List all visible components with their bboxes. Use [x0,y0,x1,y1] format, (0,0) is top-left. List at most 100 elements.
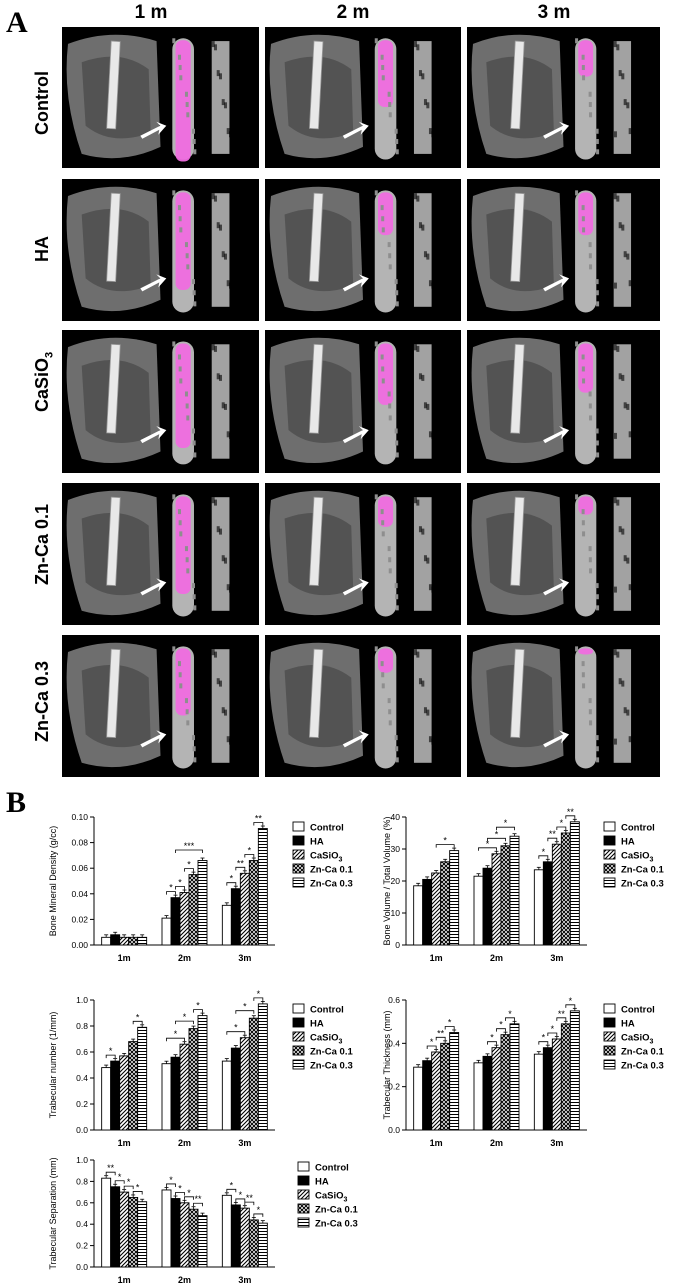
legend-label-casio3: CaSiO3 [621,1033,654,1046]
legend-label-casio3: CaSiO3 [621,851,654,864]
significance-label: * [169,1175,173,1185]
legend-swatch-znca01 [297,1203,310,1214]
bar-ha-3m [230,1204,241,1268]
bar-casio3-1m [431,1051,442,1131]
bar-ha-2m [482,867,493,946]
y-tick-label: 0.6 [76,1047,88,1057]
bar-control-3m [533,1053,544,1131]
significance-bracket [226,882,237,886]
significance-bracket [175,1020,194,1025]
significance-bracket [193,1009,203,1013]
significance-label: * [542,1033,546,1043]
bar-casio3-3m [239,872,250,946]
y-tick-label: 0.0 [76,1125,88,1135]
implant-screw [510,192,525,283]
significance-bracket [166,891,176,895]
significance-label: ** [255,814,263,824]
legend-label-znca03: Zn-Ca 0.3 [621,1061,664,1072]
legend-label-casio3: CaSiO3 [310,1033,343,1046]
significance-label: * [230,1180,234,1190]
bar-znca03-1m [137,936,148,946]
x-tick-label: 3m [550,953,563,963]
significance-label: ** [237,858,245,868]
significance-bracket [123,1185,134,1190]
bar-znca01-1m [440,1042,451,1131]
significance-label: * [490,1033,494,1043]
x-tick-label: 2m [490,953,503,963]
panel-a-letter: A [6,6,28,39]
legend-swatch-znca01 [292,863,305,874]
ct-image-znca01-1m [62,483,259,625]
significance-bracket [547,837,558,842]
significance-bracket [435,1036,446,1041]
bone-column [613,649,632,763]
significance-bracket [496,826,515,831]
arrow-icon [342,121,369,139]
significance-label: * [499,1020,503,1030]
ct-image-ha-2m [265,179,461,321]
significance-bracket [175,886,185,890]
legend-swatch-znca03 [292,1059,305,1070]
bar-ha-1m [110,934,121,946]
legend-swatch-control [297,1161,310,1172]
y-tick-label: 0.08 [71,838,88,848]
significance-bracket [556,826,567,830]
ct-image-ha-1m [62,179,259,321]
ct-image-casio3-3m [467,330,660,473]
bar-znca03-2m [197,1015,208,1131]
legend-swatch-casio3 [603,849,616,860]
significance-label: * [430,1037,434,1047]
bar-znca01-1m [128,1041,139,1131]
bar-control-1m [413,885,424,946]
x-tick-label: 2m [490,1138,503,1148]
implant-screw [510,648,525,739]
bar-control-1m [101,1067,112,1131]
significance-bracket [132,1191,143,1195]
bar-control-3m [221,904,232,946]
y-tick-label: 0.6 [76,1198,88,1208]
significance-bracket [235,1198,246,1202]
significance-label: * [504,818,508,828]
significance-label: ** [246,1193,254,1203]
bar-znca03-2m [197,860,208,946]
arrow-icon [140,730,167,748]
legend-swatch-ha [292,835,305,846]
bar-ha-3m [542,1047,553,1131]
legend-swatch-control [292,1003,305,1014]
significance-bracket [175,1192,185,1196]
significance-bracket [487,1041,497,1045]
arrow-icon [342,426,369,444]
arrow-icon [140,426,167,444]
y-tick-label: 10 [391,908,401,918]
significance-label: * [136,1182,140,1192]
legend-label-znca03: Zn-Ca 0.3 [621,879,664,890]
bone-column [413,497,432,611]
x-tick-label: 2m [178,953,191,963]
significance-label: * [230,874,234,884]
bone-column [413,649,432,763]
significance-label: * [234,1023,238,1033]
bar-znca01-3m [560,832,571,946]
ct-image-znca01-2m [265,483,461,625]
bar-ha-2m [170,1198,181,1268]
significance-label: * [248,846,252,856]
y-axis-label: Bone Mineral Density (g/cc) [48,826,58,937]
arrow-icon [140,578,167,596]
bar-casio3-1m [119,1191,130,1268]
legend-label-control: Control [621,1005,655,1016]
legend-label-ha: HA [621,1019,635,1030]
implant-screw [309,40,324,130]
bar-casio3-3m [551,1038,562,1131]
bar-casio3-2m [179,1202,190,1268]
significance-label: * [560,818,564,828]
y-tick-label: 0 [395,940,400,950]
legend-label-control: Control [310,823,344,834]
significance-bracket [244,854,255,858]
y-tick-label: 0.2 [76,1241,88,1251]
bar-znca01-1m [128,1196,139,1268]
x-tick-label: 1m [118,1138,131,1148]
y-tick-label: 0.8 [76,1176,88,1186]
bar-control-2m [473,875,484,946]
bone-column [413,41,432,154]
